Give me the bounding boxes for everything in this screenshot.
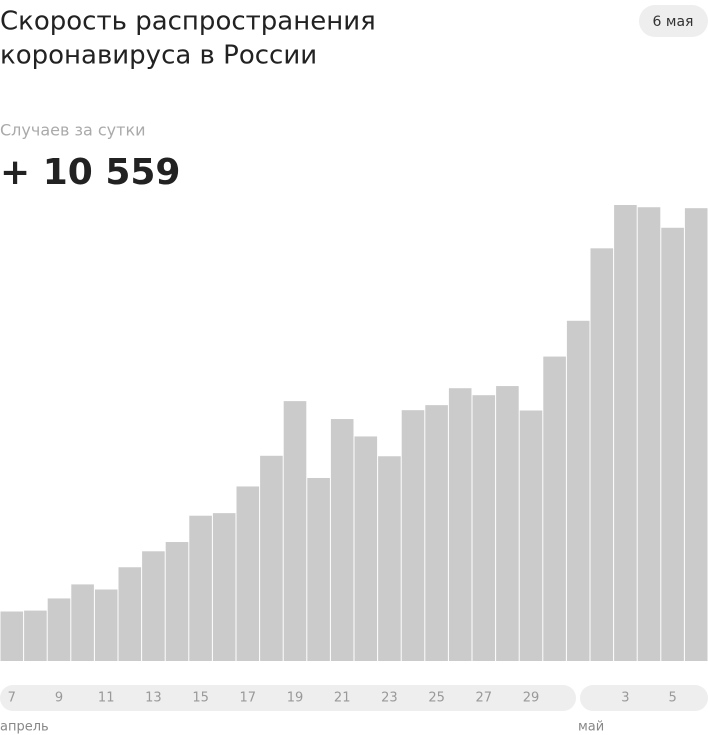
badge-bg [639, 5, 708, 37]
bar [189, 515, 212, 661]
x-tick-label: 15 [192, 691, 209, 706]
bar [684, 208, 708, 661]
bar [330, 419, 354, 661]
date-badge: 6 мая [653, 14, 694, 30]
bar [47, 598, 71, 661]
bar [165, 542, 189, 661]
bar [519, 410, 543, 661]
x-tick-label: 17 [240, 691, 257, 706]
bar [590, 248, 614, 661]
x-tick-label: 27 [476, 691, 493, 706]
x-tick-label: 19 [287, 691, 304, 706]
bar [260, 455, 283, 661]
bar [566, 320, 590, 661]
x-tick-label: 3 [621, 691, 629, 706]
bar [637, 207, 661, 661]
bar [425, 405, 448, 661]
bar [236, 486, 260, 661]
bar [472, 395, 496, 661]
bar [354, 436, 378, 661]
month-label: апрель [0, 720, 49, 735]
bar [142, 551, 165, 661]
month-label: май [578, 720, 604, 735]
bar [283, 401, 307, 661]
bar [118, 567, 142, 661]
bar [661, 227, 684, 661]
bar [0, 611, 24, 661]
x-tick-label: 25 [428, 691, 445, 706]
x-tick-label: 21 [334, 691, 351, 706]
bar [94, 589, 118, 661]
month-pill [580, 685, 708, 711]
subtitle: Случаев за сутки [0, 121, 146, 140]
x-tick-label: 5 [668, 691, 676, 706]
bar [448, 388, 472, 661]
x-tick-label: 23 [381, 691, 398, 706]
bar [212, 513, 236, 661]
x-tick-label: 9 [55, 691, 63, 706]
bar [614, 205, 637, 661]
x-tick-label: 13 [145, 691, 162, 706]
chart-title: коронавируса в России [0, 41, 317, 71]
bar [496, 386, 519, 661]
x-tick-label: 11 [98, 691, 115, 706]
bar [24, 610, 47, 661]
month-pill [0, 685, 576, 711]
x-tick-label: 29 [523, 691, 540, 706]
bar [307, 477, 330, 661]
bar [378, 456, 401, 661]
bar [543, 356, 566, 661]
chart-title: Скорость распространения [0, 7, 376, 37]
bar [401, 410, 425, 661]
bar [71, 584, 94, 661]
x-tick-label: 7 [8, 691, 16, 706]
headline-value: + 10 559 [0, 152, 180, 193]
